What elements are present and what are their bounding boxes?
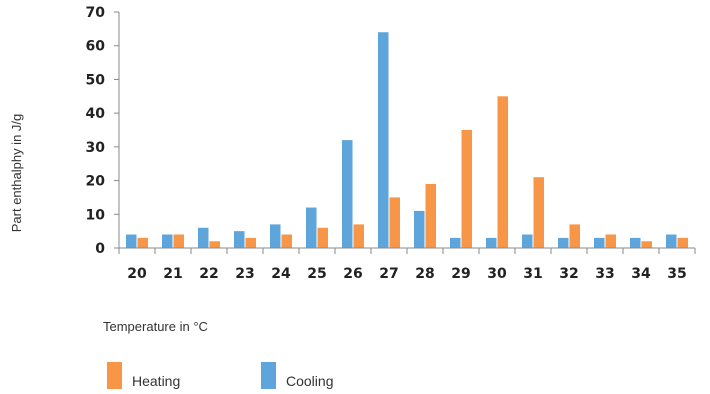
legend-swatch-heating xyxy=(107,362,122,389)
bar-cooling-27 xyxy=(378,32,389,248)
bar-heating-22 xyxy=(209,241,220,248)
legend-label-cooling: Cooling xyxy=(286,373,333,389)
bar-cooling-34 xyxy=(630,237,641,248)
legend-swatch-cooling xyxy=(261,362,276,389)
bar-cooling-31 xyxy=(522,234,533,248)
bar-heating-35 xyxy=(677,237,688,248)
bar-cooling-26 xyxy=(342,140,353,248)
y-axis-title: Part enthalphy in J/g xyxy=(9,114,24,233)
bar-heating-23 xyxy=(245,237,256,248)
x-tick-label: 25 xyxy=(307,266,326,282)
y-tick-label: 0 xyxy=(95,241,105,257)
y-tick-label: 30 xyxy=(86,140,106,156)
bar-cooling-21 xyxy=(162,234,173,248)
bar-cooling-30 xyxy=(486,237,497,248)
legend-label-heating: Heating xyxy=(132,373,180,389)
x-tick-label: 24 xyxy=(271,266,291,282)
bar-cooling-22 xyxy=(198,227,209,248)
bar-cooling-33 xyxy=(594,237,605,248)
bar-cooling-20 xyxy=(126,234,137,248)
x-tick-label: 31 xyxy=(523,266,542,282)
x-tick-label: 28 xyxy=(415,266,434,282)
x-tick-label: 30 xyxy=(487,266,507,282)
x-tick-label: 20 xyxy=(127,266,147,282)
bar-heating-27 xyxy=(389,197,400,248)
bar-cooling-24 xyxy=(270,224,281,248)
bar-heating-30 xyxy=(497,96,508,249)
bar-cooling-28 xyxy=(414,210,425,248)
bar-cooling-25 xyxy=(306,207,317,248)
x-tick-label: 35 xyxy=(667,266,686,282)
bar-heating-32 xyxy=(569,224,580,248)
y-tick-label: 60 xyxy=(86,39,106,55)
bar-heating-20 xyxy=(137,237,148,248)
bar-cooling-23 xyxy=(234,231,245,248)
bar-heating-33 xyxy=(605,234,616,248)
y-tick-label: 40 xyxy=(86,106,106,122)
x-tick-label: 32 xyxy=(559,266,578,282)
bar-cooling-29 xyxy=(450,237,461,248)
x-tick-label: 27 xyxy=(379,266,398,282)
x-tick-label: 29 xyxy=(451,266,470,282)
y-tick-labels: 0 10 20 30 40 50 60 70 xyxy=(86,5,106,257)
y-tick-label: 70 xyxy=(86,5,106,21)
y-tick-label: 50 xyxy=(86,72,106,88)
bar-heating-25 xyxy=(317,227,328,248)
x-tick-label: 21 xyxy=(163,266,182,282)
legend: Heating Cooling xyxy=(107,362,333,389)
bar-heating-28 xyxy=(425,183,436,248)
axes-layer xyxy=(114,11,696,254)
y-tick-label: 20 xyxy=(86,174,106,190)
y-tick-label: 10 xyxy=(86,207,106,223)
bar-cooling-32 xyxy=(558,237,569,248)
bar-heating-24 xyxy=(281,234,292,248)
bar-heating-21 xyxy=(173,234,184,248)
bars-layer xyxy=(126,32,688,249)
x-axis-title: Temperature in °C xyxy=(103,319,208,334)
x-tick-labels: 20 21 22 23 24 25 26 27 28 29 30 31 32 33 34 35 xyxy=(127,266,686,282)
bar-heating-34 xyxy=(641,241,652,248)
x-tick-label: 33 xyxy=(595,266,614,282)
bar-heating-26 xyxy=(353,224,364,248)
x-tick-label: 34 xyxy=(631,266,651,282)
x-tick-label: 26 xyxy=(343,266,362,282)
bar-heating-29 xyxy=(461,130,472,248)
x-tick-label: 23 xyxy=(235,266,254,282)
x-tick-label: 22 xyxy=(199,266,218,282)
bar-cooling-35 xyxy=(666,234,677,248)
bar-heating-31 xyxy=(533,177,544,248)
